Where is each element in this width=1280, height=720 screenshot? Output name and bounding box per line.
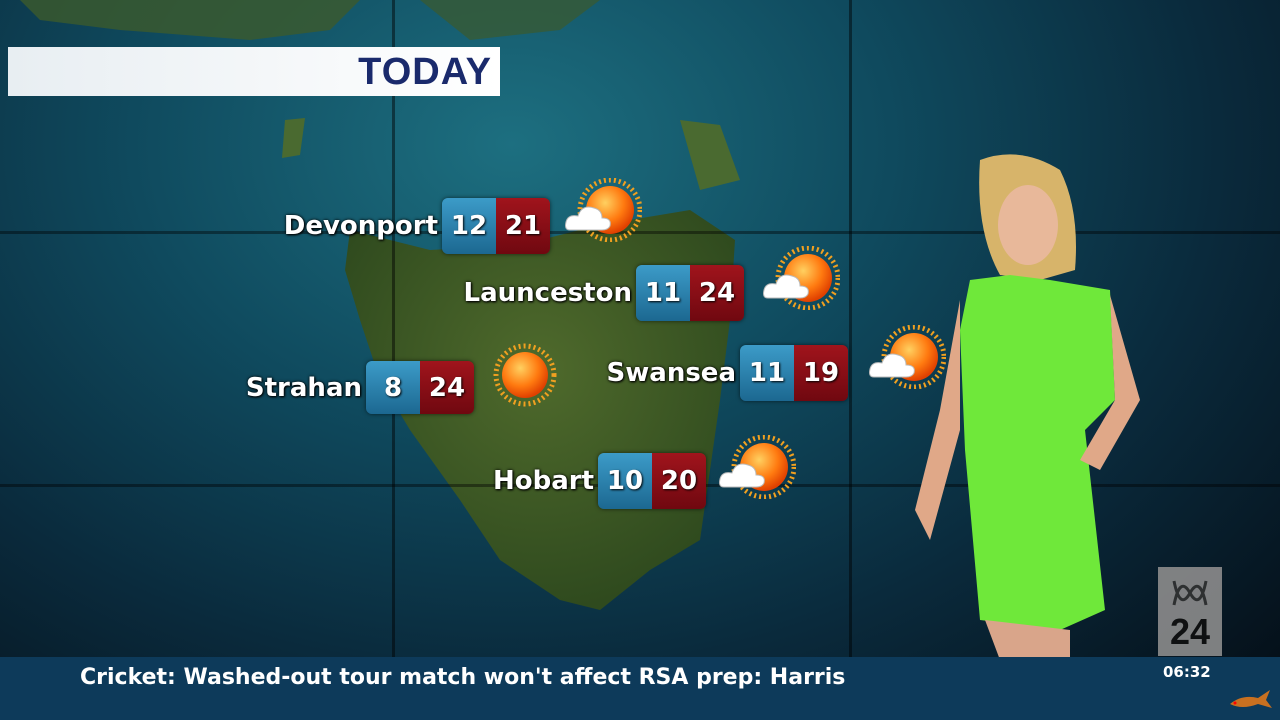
forecast-launceston: Launceston 11 24 [464, 265, 744, 321]
city-name: Launceston [463, 278, 632, 308]
partly-cloudy-icon [866, 325, 946, 389]
max-temp: 21 [496, 198, 550, 254]
partly-cloudy-icon [562, 178, 642, 242]
partly-cloudy-icon [716, 435, 796, 499]
min-temp: 10 [598, 453, 652, 509]
max-temp: 24 [420, 361, 474, 414]
forecast-devonport: Devonport 12 21 [284, 198, 550, 254]
sunny-icon [493, 343, 557, 407]
news-ticker [0, 657, 1280, 720]
max-temp: 24 [690, 265, 744, 321]
forecast-swansea: Swansea 11 19 [607, 345, 848, 401]
ticker-headline: Cricket: Washed-out tour match won't aff… [80, 665, 846, 690]
video-wall-seam [392, 0, 395, 657]
forecast-strahan: Strahan 8 24 [246, 361, 474, 414]
video-wall-seam [849, 0, 852, 657]
ticker-clock: 06:32 [1163, 663, 1211, 681]
partly-cloudy-icon [760, 246, 840, 310]
abc24-logo: 24 [1158, 567, 1222, 656]
max-temp: 20 [652, 453, 706, 509]
city-name: Devonport [283, 211, 438, 241]
city-name: Strahan [245, 372, 362, 403]
forecast-hobart: Hobart 10 20 [493, 453, 706, 509]
video-wall-seam [0, 231, 1280, 234]
today-banner: TODAY [8, 47, 500, 96]
fish-icon [1230, 690, 1272, 708]
presenter [915, 154, 1140, 660]
min-temp: 11 [636, 265, 690, 321]
max-temp: 19 [794, 345, 848, 401]
city-name: Hobart [492, 466, 594, 496]
min-temp: 8 [366, 361, 420, 414]
abc-lissajous-icon [1172, 580, 1208, 606]
city-name: Swansea [606, 358, 736, 388]
min-temp: 12 [442, 198, 496, 254]
min-temp: 11 [740, 345, 794, 401]
